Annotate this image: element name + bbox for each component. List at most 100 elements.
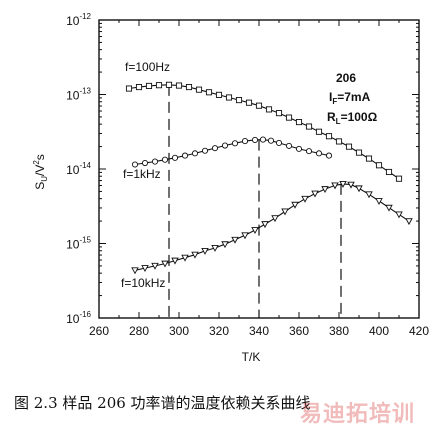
data-point-triangle <box>339 180 347 188</box>
data-point-circle <box>275 139 283 146</box>
data-point-triangle <box>291 201 299 209</box>
x-tick-label: 400 <box>369 324 389 338</box>
data-point-triangle <box>331 182 339 190</box>
data-point-triangle <box>261 221 269 229</box>
data-point-triangle <box>171 257 179 265</box>
data-point-circle <box>295 145 303 152</box>
data-point-triangle <box>311 190 319 198</box>
data-point-square <box>245 99 253 106</box>
data-point-triangle <box>375 198 383 205</box>
data-point-square <box>365 155 373 162</box>
data-point-circle <box>231 140 239 147</box>
data-point-square <box>345 143 353 150</box>
y-tick-labels: 10-12 10-13 10-14 10-15 10-16 <box>66 12 91 326</box>
data-point-square <box>175 82 183 89</box>
data-point-square <box>385 168 393 176</box>
data-point-square <box>335 138 343 145</box>
data-point-circle <box>305 148 313 155</box>
data-point-circle <box>251 136 259 143</box>
data-point-square <box>375 162 383 169</box>
data-point-circle <box>181 152 189 159</box>
y-tick-label: 10-15 <box>66 236 91 252</box>
data-point-square <box>395 175 403 182</box>
data-point-triangle <box>181 254 189 262</box>
data-point-triangle <box>271 215 279 223</box>
data-point-triangle <box>131 267 139 275</box>
data-point-circle <box>131 161 139 168</box>
x-tick-labels: 260 280 300 320 340 360 380 400 420 <box>89 324 429 338</box>
data-point-square <box>275 110 283 117</box>
data-point-circle <box>171 154 179 161</box>
data-point-square <box>235 97 243 104</box>
data-point-circle <box>241 138 249 145</box>
data-point-triangle <box>241 232 249 240</box>
y-axis-label: SU/V2s <box>32 154 49 190</box>
series-label-1khz: f=1kHz <box>123 167 161 181</box>
data-point-triangle <box>405 218 413 226</box>
data-point-circle <box>267 137 275 144</box>
annotation-sample: 206 <box>336 71 356 85</box>
y-tick-label: 10-12 <box>66 12 91 28</box>
data-point-square <box>215 91 223 98</box>
data-point-circle <box>259 136 267 143</box>
data-point-square <box>255 102 263 109</box>
data-point-triangle <box>231 236 239 244</box>
annotation-load: RL=100Ω <box>327 110 378 126</box>
y-tick-label: 10-16 <box>66 310 91 326</box>
data-point-square <box>225 94 233 101</box>
data-point-square <box>165 81 173 88</box>
data-point-circle <box>201 147 209 154</box>
y-tick-label: 10-14 <box>66 161 91 177</box>
series-line <box>128 84 400 180</box>
data-point-square <box>125 85 133 92</box>
data-point-circle <box>161 156 169 163</box>
data-point-circle <box>315 150 323 157</box>
chart: 260 280 300 320 340 360 380 400 420 10-1210-1310… <box>32 12 429 364</box>
data-point-circle <box>191 150 199 157</box>
data-point-square <box>145 82 153 89</box>
data-point-square <box>285 114 293 121</box>
x-tick-label: 300 <box>169 324 189 338</box>
data-point-square <box>135 83 143 91</box>
figure-caption: 图 2.3 样品 206 功率谱的温度依赖关系曲线 <box>14 394 311 412</box>
data-point-square <box>185 83 193 91</box>
data-point-triangle <box>161 260 169 268</box>
data-point-triangle <box>301 195 309 203</box>
data-point-circle <box>211 145 219 152</box>
data-point-triangle <box>395 211 403 219</box>
x-tick-label: 260 <box>89 324 109 338</box>
y-tick-label: 10-13 <box>66 87 91 103</box>
data-point-circle <box>285 142 293 149</box>
data-point-triangle <box>211 245 219 252</box>
data-point-triangle <box>151 262 159 270</box>
data-point-triangle <box>365 191 373 199</box>
watermark-logo: 易迪拓培训 <box>300 402 416 427</box>
series-markers <box>125 81 413 275</box>
annotation-current: IF=7mA <box>329 90 371 106</box>
data-point-triangle <box>251 227 259 235</box>
x-tick-label: 320 <box>209 324 229 338</box>
data-point-triangle <box>191 251 199 259</box>
data-point-square <box>195 86 203 93</box>
series-label-10khz: f=10kHz <box>121 276 165 290</box>
data-point-square <box>315 128 323 135</box>
data-point-triangle <box>347 181 355 189</box>
data-point-square <box>325 133 333 140</box>
x-axis-label: T/K <box>242 350 261 364</box>
data-point-circle <box>151 158 159 165</box>
data-point-square <box>265 106 273 113</box>
data-point-triangle <box>321 186 329 194</box>
data-point-circle <box>325 152 333 159</box>
data-point-triangle <box>141 265 149 273</box>
x-tick-label: 280 <box>129 324 149 338</box>
series-line <box>134 183 410 271</box>
data-point-circle <box>221 142 229 149</box>
x-tick-label: 380 <box>329 324 349 338</box>
data-point-triangle <box>221 241 229 249</box>
data-point-square <box>305 123 313 130</box>
data-point-square <box>295 119 303 126</box>
data-point-triangle <box>385 204 393 212</box>
data-point-triangle <box>201 248 209 255</box>
series-label-100hz: f=100Hz <box>125 60 170 74</box>
x-tick-label: 420 <box>409 324 429 338</box>
